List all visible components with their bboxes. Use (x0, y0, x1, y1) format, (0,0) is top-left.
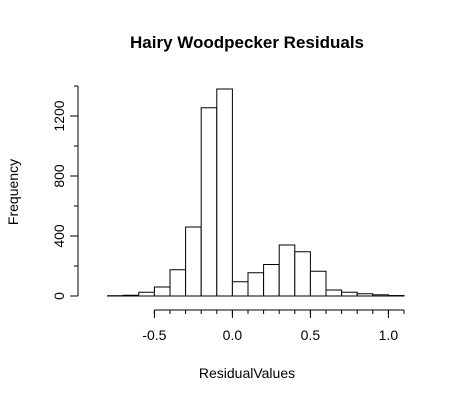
histogram-bar-13 (295, 252, 311, 296)
histogram-bar-2 (123, 295, 139, 296)
histogram-bar-7 (201, 108, 217, 296)
bars-group (108, 89, 404, 296)
chart-title: Hairy Woodpecker Residuals (130, 33, 364, 52)
x-tick-label-2: 0.5 (301, 327, 321, 343)
histogram-bar-5 (170, 270, 186, 296)
y-axis: 0 400 800 1200 (51, 86, 78, 300)
x-axis-label: ResidualValues (199, 365, 295, 381)
x-axis: -0.5 0.0 0.5 1.0 (142, 310, 404, 343)
histogram-bar-4 (154, 287, 170, 296)
x-tick-label-3: 1.0 (379, 327, 399, 343)
histogram-bar-15 (326, 290, 342, 296)
y-tick-label-3: 1200 (51, 100, 67, 131)
histogram-bar-14 (310, 271, 326, 296)
histogram-bar-17 (357, 294, 373, 296)
y-tick-label-0: 0 (51, 292, 67, 300)
histogram-bar-9 (232, 282, 248, 296)
histogram-bar-6 (186, 227, 202, 296)
histogram-bar-18 (373, 295, 389, 296)
histogram-bar-3 (139, 292, 155, 296)
histogram-bar-10 (248, 273, 264, 296)
y-tick-label-1: 400 (51, 224, 67, 248)
y-tick-label-2: 800 (51, 164, 67, 188)
x-tick-label-1: 0.0 (223, 327, 243, 343)
histogram-bar-12 (279, 245, 295, 296)
y-axis-label: Frequency (5, 159, 21, 225)
histogram-bar-16 (342, 292, 358, 296)
histogram-bar-11 (264, 265, 280, 297)
x-tick-label-0: -0.5 (142, 327, 166, 343)
histogram-bar-8 (217, 89, 233, 296)
